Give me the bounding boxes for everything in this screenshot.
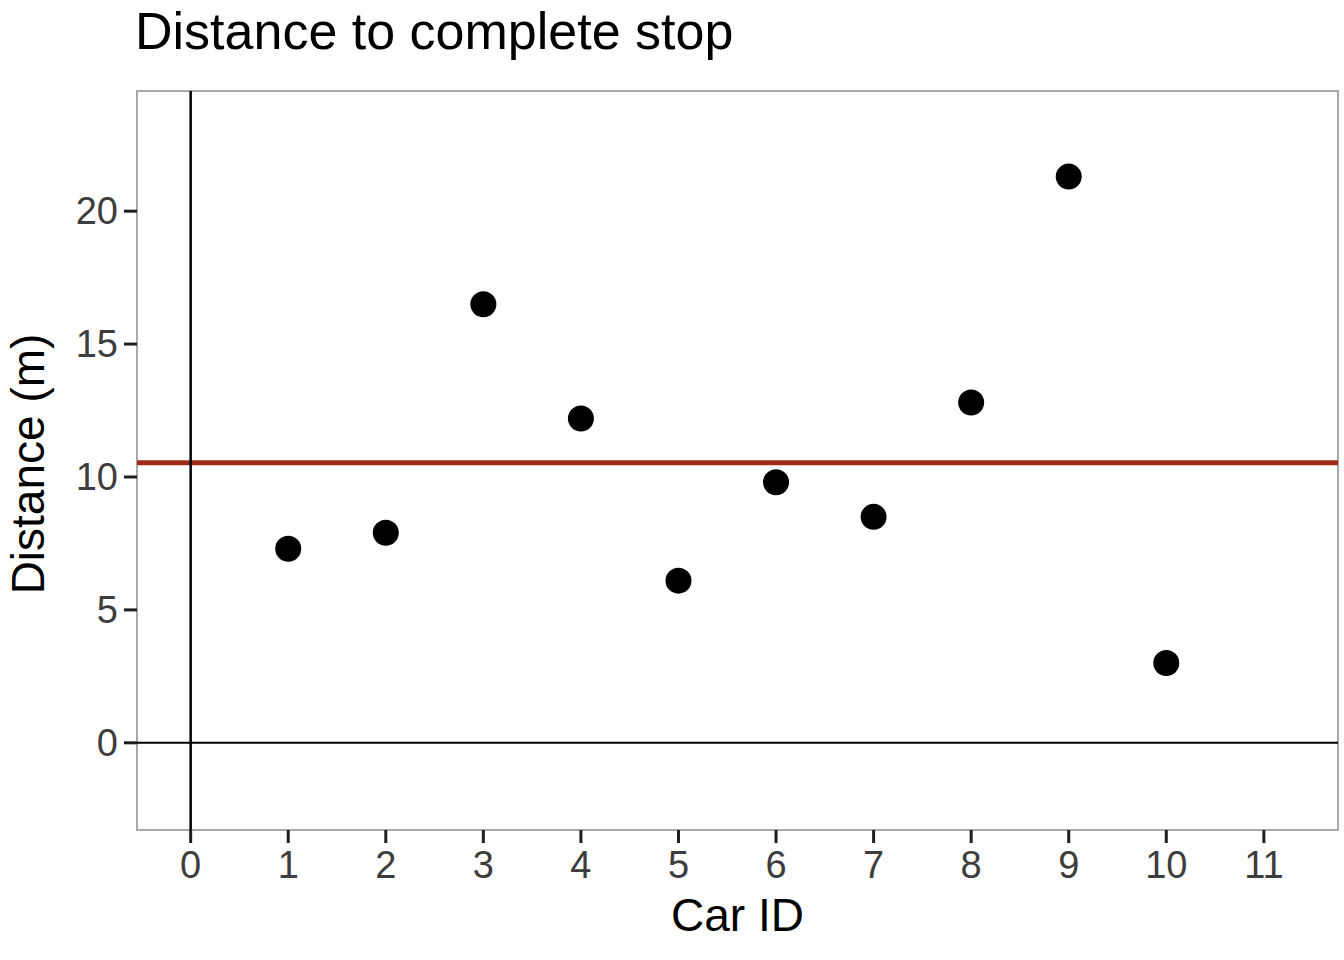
data-point bbox=[958, 390, 984, 416]
x-tick-label: 2 bbox=[375, 844, 396, 886]
chart-canvas: 0 1 2 3 4 5 6 7 8 9 10 11 0 5 10 15 20 Distance to compl… bbox=[0, 0, 1344, 960]
x-tick-label: 10 bbox=[1145, 844, 1187, 886]
data-point bbox=[275, 536, 301, 562]
y-axis-title: Distance (m) bbox=[1, 284, 55, 644]
x-axis-title: Car ID bbox=[137, 888, 1338, 942]
x-tick-label: 4 bbox=[570, 844, 591, 886]
x-tick-label: 3 bbox=[473, 844, 494, 886]
chart-title: Distance to complete stop bbox=[135, 0, 733, 62]
y-tick-label: 15 bbox=[76, 323, 118, 365]
data-point bbox=[568, 405, 594, 431]
data-point bbox=[373, 520, 399, 546]
data-point bbox=[470, 291, 496, 317]
y-tick-label: 0 bbox=[97, 722, 118, 764]
data-point bbox=[861, 504, 887, 530]
x-tick-label: 11 bbox=[1244, 844, 1283, 886]
data-point bbox=[665, 568, 691, 594]
y-tick-label: 5 bbox=[97, 589, 118, 631]
x-tick-label: 8 bbox=[961, 844, 982, 886]
y-tick-label: 20 bbox=[76, 190, 118, 232]
x-tick-label: 0 bbox=[180, 844, 201, 886]
y-tick-label: 10 bbox=[76, 456, 118, 498]
x-tick-label: 7 bbox=[863, 844, 884, 886]
x-tick-label: 6 bbox=[765, 844, 786, 886]
data-point bbox=[1056, 164, 1082, 190]
x-tick-label: 5 bbox=[668, 844, 689, 886]
data-point bbox=[1153, 650, 1179, 676]
data-point bbox=[763, 469, 789, 495]
x-tick-label: 9 bbox=[1058, 844, 1079, 886]
x-tick-label: 1 bbox=[278, 844, 299, 886]
plot-area: 0 1 2 3 4 5 6 7 8 9 10 11 0 5 10 15 20 bbox=[0, 0, 1344, 960]
